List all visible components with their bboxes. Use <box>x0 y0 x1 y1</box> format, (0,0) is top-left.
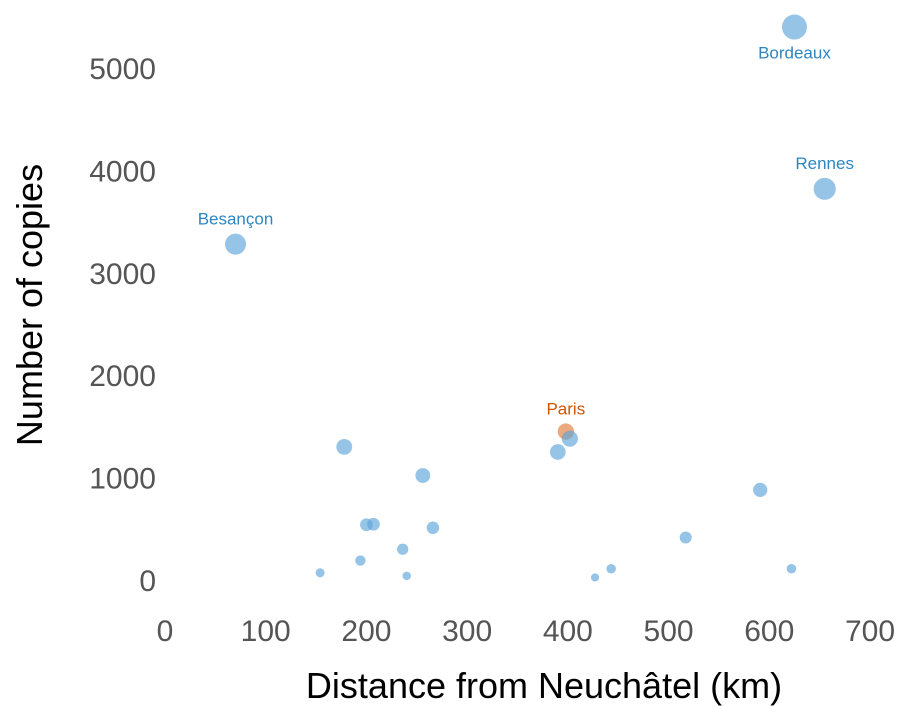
data-point <box>606 563 616 574</box>
data-point <box>336 438 353 455</box>
point-label: Besançon <box>198 210 274 229</box>
data-point-besançon <box>224 233 247 255</box>
y-tick-label: 4000 <box>89 155 156 188</box>
x-tick-label: 0 <box>157 615 174 648</box>
data-point <box>590 573 600 582</box>
x-tick-label: 300 <box>442 615 492 648</box>
data-point <box>786 563 797 574</box>
point-label: Paris <box>546 399 585 418</box>
x-axis-title: Distance from Neuchâtel (km) <box>306 665 782 706</box>
point-labels: Besançon Bordeaux Rennes Paris <box>198 44 854 419</box>
data-point <box>315 568 325 578</box>
data-point <box>397 543 409 555</box>
x-tick-label: 400 <box>543 615 593 648</box>
y-tick-label: 1000 <box>89 463 156 496</box>
data-point-rennes <box>813 177 836 200</box>
data-point <box>753 482 768 498</box>
data-point <box>679 531 692 544</box>
point-label: Bordeaux <box>758 44 831 63</box>
x-tick-label: 500 <box>644 615 694 648</box>
data-point <box>402 571 411 581</box>
data-point <box>355 555 366 566</box>
point-label: Rennes <box>795 154 854 173</box>
y-axis-title: Number of copies <box>9 164 50 446</box>
x-tick-label: 200 <box>341 615 391 648</box>
data-point <box>415 468 431 483</box>
data-point <box>561 430 578 447</box>
y-tick-label: 2000 <box>89 360 156 393</box>
data-points <box>224 14 836 582</box>
x-axis-ticks: 0 100 200 300 400 500 600 700 <box>157 615 895 648</box>
x-tick-label: 700 <box>845 615 895 648</box>
y-tick-label: 3000 <box>89 258 156 291</box>
x-tick-label: 600 <box>744 615 794 648</box>
data-point-bordeaux <box>781 14 807 40</box>
data-point <box>426 521 440 535</box>
y-tick-label: 5000 <box>89 53 156 86</box>
x-tick-label: 100 <box>241 615 291 648</box>
data-point <box>367 517 380 531</box>
y-tick-label: 0 <box>139 565 156 598</box>
data-point <box>549 444 566 460</box>
y-axis-ticks: 0 1000 2000 3000 4000 5000 <box>89 53 156 598</box>
